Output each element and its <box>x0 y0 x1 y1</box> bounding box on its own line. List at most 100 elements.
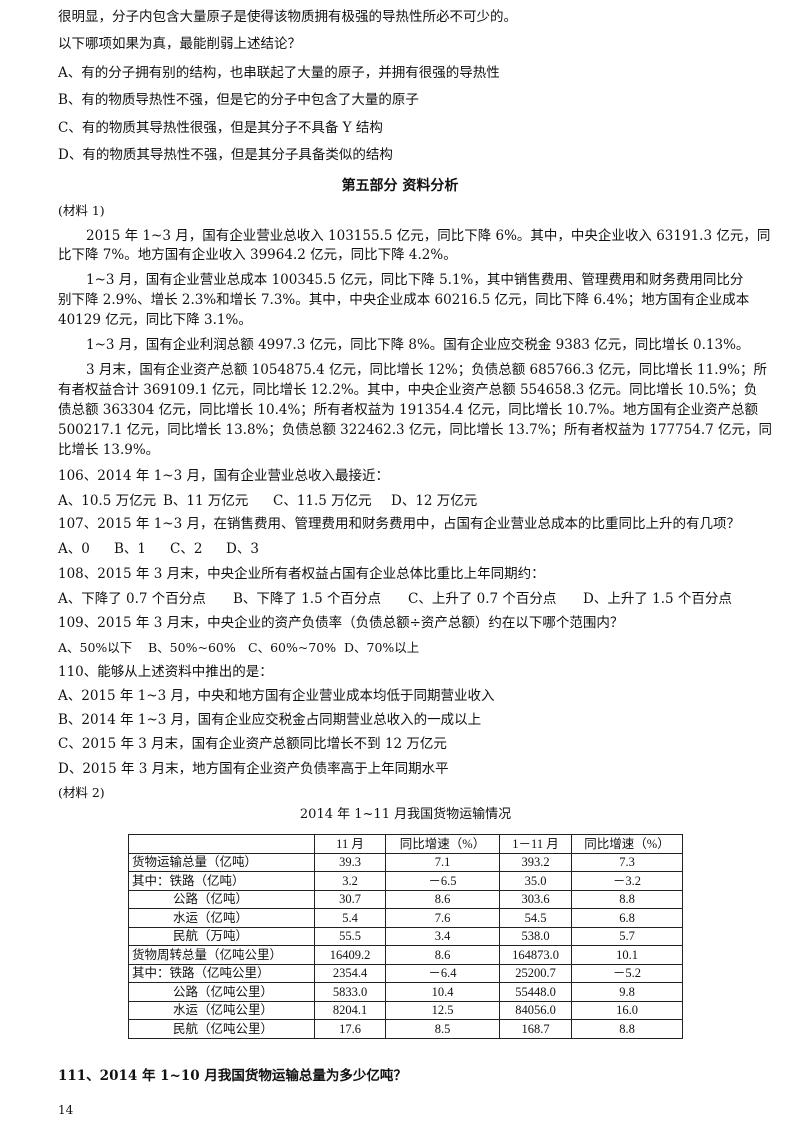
table-row: 货物周转总量（亿吨公里） 16409.2 8.6 164873.0 10.1 <box>128 945 683 965</box>
table-cell: 3.2 <box>314 871 386 891</box>
table-row: 公路（亿吨） 30.7 8.6 303.6 8.8 <box>128 889 683 909</box>
paragraph-line: 3 月末，国有企业资产总额 1054875.4 亿元，同比增长 12%；负债总额… <box>86 362 767 378</box>
table-cell: 7.6 <box>385 908 500 928</box>
table-cell: 6.8 <box>571 908 683 928</box>
table-cell: 2354.4 <box>314 963 386 983</box>
table-cell: 16409.2 <box>314 945 386 965</box>
table-cell: 12.5 <box>385 1000 500 1020</box>
option: D、12 万亿元 <box>391 493 478 509</box>
question-108-options: A、下降了 0.7 个百分点 B、下降了 1.5 个百分点 C、上升了 0.7 个百… <box>58 590 732 608</box>
table-row: 民航（万吨） 55.5 3.4 538.0 5.7 <box>128 926 683 946</box>
table-cell <box>128 834 315 854</box>
option: B、下降了 1.5 个百分点 <box>233 591 381 607</box>
table-header-row: 11 月同比增速（%） 1－11 月同比增速（%） <box>128 834 683 854</box>
table-cell: －6.4 <box>385 963 500 983</box>
table-cell: 5.4 <box>314 908 386 928</box>
table-cell: 84056.0 <box>499 1000 572 1020</box>
table-cell: 393.2 <box>499 852 572 872</box>
table-row: 水运（亿吨公里） 8204.1 12.5 84056.0 16.0 <box>128 1000 683 1020</box>
table-cell: 11 月 <box>314 834 386 854</box>
page-number: 14 <box>58 1103 74 1117</box>
option-b: B、有的物质导热性不强，但是它的分子中包含了大量的原子 <box>58 92 419 108</box>
table-row: 其中：铁路（亿吨） 3.2 －6.5 35.0 －3.2 <box>128 871 683 891</box>
table-cell: 民航（万吨） <box>128 926 315 946</box>
table-cell: 5.7 <box>571 926 683 946</box>
paragraph-line: 比下降 7%。地方国有企业收入 39964.2 亿元，同比下降 4.2%。 <box>58 247 457 263</box>
paragraph-line: 别下降 2.9%、增长 2.3%和增长 7.3%。其中，中央企业成本 60216… <box>58 292 750 308</box>
table-cell: 17.6 <box>314 1019 386 1039</box>
table-cell: 5833.0 <box>314 982 386 1002</box>
table-cell: －6.5 <box>385 871 500 891</box>
table-cell: 164873.0 <box>499 945 572 965</box>
paragraph-line: 2015 年 1~3 月，国有企业营业总收入 103155.5 亿元，同比下降 … <box>86 228 771 244</box>
question-prompt: 以下哪项如果为真，最能削弱上述结论？ <box>58 36 301 52</box>
option-c: C、有的物质其导热性很强，但是其分子不具备 Y 结构 <box>58 120 383 136</box>
table-cell: 1－11 月 <box>499 834 572 854</box>
option: A、下降了 0.7 个百分点 <box>58 591 206 607</box>
table-cell: 10.4 <box>385 982 500 1002</box>
table-row: 民航（亿吨公里） 17.6 8.5 168.7 8.8 <box>128 1019 683 1039</box>
option: A、0 <box>58 541 90 557</box>
option: D、上升了 1.5 个百分点 <box>583 591 732 607</box>
table-row: 水运（亿吨） 5.4 7.6 54.5 6.8 <box>128 908 683 928</box>
table-cell: 30.7 <box>314 889 386 909</box>
table-cell: 35.0 <box>499 871 572 891</box>
table-cell: 16.0 <box>571 1000 683 1020</box>
option: A、50%以下 <box>58 640 133 655</box>
table-cell: 8.6 <box>385 945 500 965</box>
table-cell: 水运（亿吨公里） <box>128 1000 315 1020</box>
table-cell: 8.5 <box>385 1019 500 1039</box>
option: B、50%~60% <box>148 640 236 655</box>
question-107: 107、2015 年 1~3 月，在销售费用、管理费用和财务费用中，占国有企业营… <box>58 516 740 532</box>
question-109: 109、2015 年 3 月末，中央企业的资产负债率（负债总额÷资产总额）约在以… <box>58 615 624 631</box>
option: C、60%~70% <box>248 640 337 655</box>
table-cell: 55448.0 <box>499 982 572 1002</box>
freight-table: 11 月同比增速（%） 1－11 月同比增速（%） 货物运输总量（亿吨） 39.3 7.… <box>128 834 683 1039</box>
table-cell: 3.4 <box>385 926 500 946</box>
table-cell: 8.8 <box>571 1019 683 1039</box>
paragraph-line: 1~3 月，国有企业利润总额 4997.3 亿元，同比下降 8%。国有企业应交税… <box>86 337 750 353</box>
option: B、1 <box>114 541 147 557</box>
option-d: D、有的物质其导热性不强，但是其分子具备类似的结构 <box>58 147 393 163</box>
question-111: 111、2014 年 1~10 月我国货物运输总量为多少亿吨？ <box>58 1068 407 1084</box>
question-109-options: A、50%以下 B、50%~60% C、60%~70% D、70%以上 <box>58 639 419 657</box>
question-107-options: A、0 B、1 C、2 D、3 <box>58 540 259 558</box>
paragraph-line: 1~3 月，国有企业营业总成本 100345.5 亿元，同比下降 5.1%，其中… <box>86 272 744 288</box>
option: D、2015 年 3 月末，地方国有企业资产负债率高于上年同期水平 <box>58 761 449 777</box>
question-108: 108、2015 年 3 月末，中央企业所有者权益占国有企业总体比重比上年同期约… <box>58 566 545 582</box>
table-cell: 其中：铁路（亿吨） <box>128 871 315 891</box>
table-cell: 7.3 <box>571 852 683 872</box>
table-cell: 其中：铁路（亿吨公里） <box>128 963 315 983</box>
option: C、2 <box>170 541 203 557</box>
option: C、2015 年 3 月末，国有企业资产总额同比增长不到 12 万亿元 <box>58 736 447 752</box>
table-cell: 公路（亿吨） <box>128 889 315 909</box>
table-cell: －3.2 <box>571 871 683 891</box>
table-cell: 货物周转总量（亿吨公里） <box>128 945 315 965</box>
intro-line: 很明显，分子内包含大量原子是使得该物质拥有极强的导热性所必不可少的。 <box>58 9 517 25</box>
option-a: A、有的分子拥有别的结构，也串联起了大量的原子，并拥有很强的导热性 <box>58 65 500 81</box>
table-cell: 10.1 <box>571 945 683 965</box>
table-cell: 9.8 <box>571 982 683 1002</box>
table-cell: 538.0 <box>499 926 572 946</box>
option: C、上升了 0.7 个百分点 <box>408 591 557 607</box>
table-row: 公路（亿吨公里） 5833.0 10.4 55448.0 9.8 <box>128 982 683 1002</box>
question-106-options: A、10.5 万亿元 B、11 万亿元 C、11.5 万亿元 D、12 万亿元 <box>58 492 477 510</box>
section-heading: 第五部分 资料分析 <box>341 178 459 194</box>
option: A、10.5 万亿元 <box>58 493 157 509</box>
table-cell: 货物运输总量（亿吨） <box>128 852 315 872</box>
option: B、2014 年 1~3 月，国有企业应交税金占同期营业总收入的一成以上 <box>58 712 482 728</box>
table-cell: 8.8 <box>571 889 683 909</box>
table-row: 货物运输总量（亿吨） 39.3 7.1 393.2 7.3 <box>128 852 683 872</box>
paragraph-line: 500217.1 亿元，同比增长 13.8%；负债总额 322462.3 亿元，… <box>58 422 773 438</box>
table-row: 其中：铁路（亿吨公里） 2354.4 －6.4 25200.7 －5.2 <box>128 963 683 983</box>
table-cell: 水运（亿吨） <box>128 908 315 928</box>
option: C、11.5 万亿元 <box>273 493 372 509</box>
option: D、3 <box>226 541 259 557</box>
material-label: (材料 2) <box>58 785 105 800</box>
option: A、2015 年 1~3 月，中央和地方国有企业营业成本均低于同期营业收入 <box>58 688 495 704</box>
table-cell: 8204.1 <box>314 1000 386 1020</box>
question-110: 110、能够从上述资料中推出的是： <box>58 664 273 680</box>
material-label: (材料 1) <box>58 203 105 218</box>
table-cell: 54.5 <box>499 908 572 928</box>
question-106: 106、2014 年 1~3 月，国有企业营业总收入最接近： <box>58 468 389 484</box>
